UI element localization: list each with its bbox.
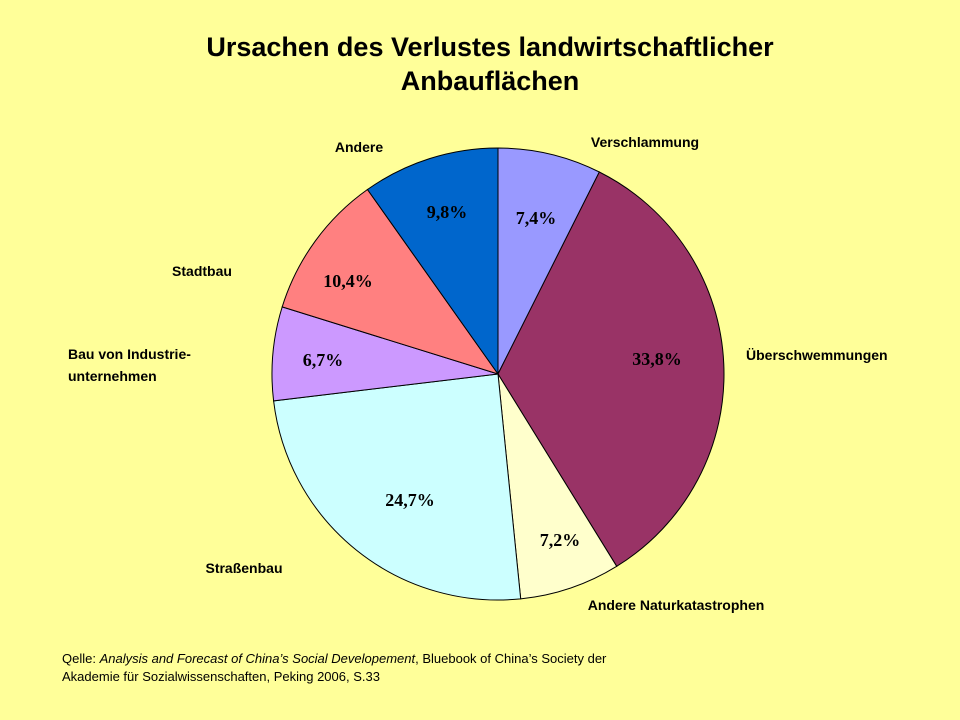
pie-slice-1: [497, 171, 725, 568]
source-rest: , Bluebook of China’s Society der: [415, 651, 607, 666]
slice-value-label: 6,7%: [303, 350, 344, 370]
slice-value-label: 33,8%: [632, 349, 682, 369]
pie-slice-3: [273, 373, 522, 601]
slice-value-label: 7,4%: [516, 208, 557, 228]
slice-category-label: Verschlammung: [591, 134, 699, 150]
slice-category-label: Bau von Industrie-unternehmen: [68, 346, 191, 384]
slice-value-label: 9,8%: [427, 202, 468, 222]
source-note: Qelle: Analysis and Forecast of China’s …: [62, 650, 762, 686]
slice-category-label: Straßenbau: [205, 560, 282, 576]
slice-value-label: 24,7%: [385, 490, 435, 510]
slice-category-label: Andere Naturkatastrophen: [588, 597, 765, 613]
source-line-2: Akademie für Sozialwissenschaften, Pekin…: [62, 669, 380, 684]
chart-title-line-2: Anbauflächen: [400, 66, 580, 96]
slice-category-label: Andere: [335, 139, 383, 155]
slice-category-label: Stadtbau: [172, 263, 232, 279]
chart-title: Ursachen des Verlustes landwirtschaftlic…: [0, 30, 960, 98]
pie-slice-2: [497, 373, 618, 600]
pie-slice-6: [366, 147, 499, 376]
slice-value-label: 10,4%: [323, 271, 373, 291]
source-prefix: Qelle:: [62, 651, 100, 666]
chart-title-line-1: Ursachen des Verlustes landwirtschaftlic…: [206, 32, 774, 62]
pie-slice-0: [497, 147, 601, 375]
slice-category-label: Überschwemmungen: [746, 347, 888, 363]
source-line-1: Qelle: Analysis and Forecast of China’s …: [62, 650, 762, 668]
source-work-title: Analysis and Forecast of China’s Social …: [99, 651, 416, 666]
slice-value-label: 7,2%: [540, 530, 581, 550]
pie-slice-5: [281, 188, 500, 375]
